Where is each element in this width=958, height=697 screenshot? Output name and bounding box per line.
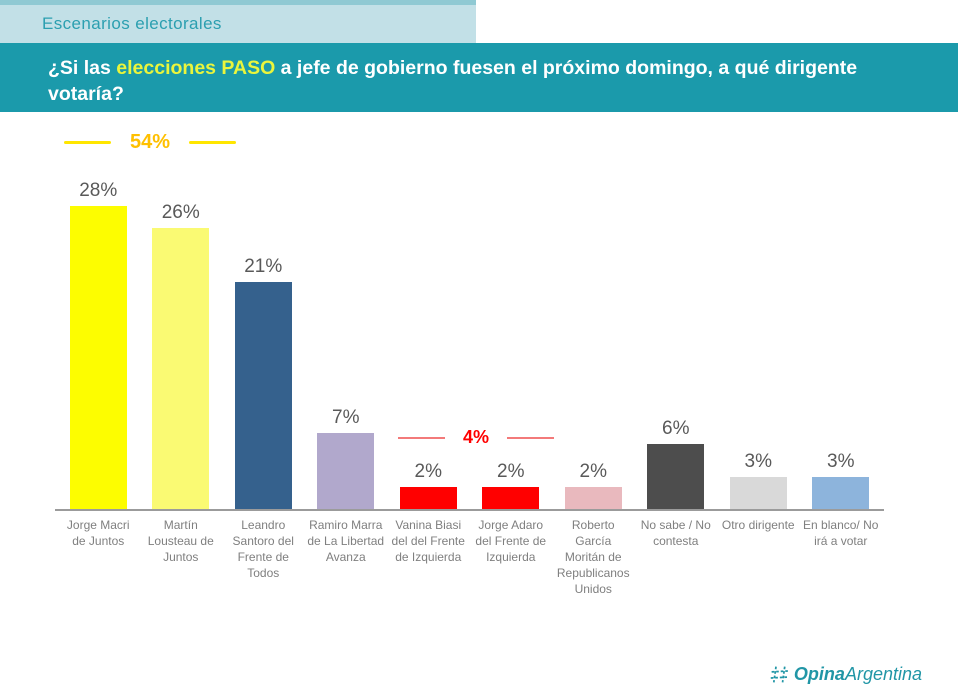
bars-row: 28% 26% 21% 7% 2% 2% 2% 6% 3% 3%	[57, 160, 882, 509]
bar	[812, 477, 870, 509]
bar-value-label: 26%	[161, 202, 200, 223]
category-label: Leandro Santoro del Frente de Todos	[232, 518, 294, 580]
bar-column: 2%	[387, 461, 470, 509]
bar	[564, 487, 622, 509]
bar-value-label: 2%	[497, 461, 525, 482]
page-title: Escenarios electorales	[42, 14, 222, 33]
annotation-54-label: 54%	[129, 131, 171, 153]
bar	[69, 206, 127, 509]
bar-column: 3%	[800, 451, 883, 509]
bar-column: 7%	[305, 407, 388, 509]
question-suffix: a jefe de gobierno fuesen el próximo dom…	[48, 57, 858, 105]
category-label: Jorge Macri de Juntos	[66, 518, 130, 548]
category-label: Roberto García Moritán de Republicanos U…	[556, 518, 630, 596]
question-banner: ¿Si las elecciones PASO a jefe de gobier…	[0, 43, 958, 112]
bar-value-label: 21%	[244, 256, 283, 277]
annotation-4-label: 4%	[462, 427, 489, 447]
bar-value-label: 3%	[744, 451, 772, 472]
category-labels-row: Jorge Macri de Juntos Martín Lousteau de …	[57, 517, 882, 597]
question-highlight: elecciones PASO	[116, 57, 276, 79]
bar	[729, 477, 787, 509]
category-label: Jorge Adaro del Frente de Izquierda	[475, 518, 547, 564]
bar-column: 28%	[57, 180, 140, 509]
logo-text-argentina: Argentina	[844, 664, 922, 684]
bar-column: 21%	[222, 256, 305, 509]
logo-text-opina: Opina	[793, 664, 845, 684]
category-label: En blanco/ No irá a votar	[803, 518, 879, 548]
header-tab: Escenarios electorales	[0, 0, 476, 43]
bar	[399, 487, 457, 509]
bar-value-label: 2%	[579, 461, 607, 482]
bar-value-label: 2%	[414, 461, 442, 482]
category-label: Vanina Biasi del del Frente de Izquierda	[391, 518, 465, 564]
category-label: Ramiro Marra de La Libertad Avanza	[307, 518, 385, 564]
bar-column: 6%	[635, 418, 718, 509]
bar-value-label: 7%	[332, 407, 360, 428]
annotation-group-4: 4%	[398, 427, 554, 448]
bar-column: 2%	[552, 461, 635, 509]
bar	[317, 433, 375, 509]
bar-value-label: 28%	[79, 180, 118, 201]
bar	[152, 228, 210, 509]
question-prefix: ¿Si las	[48, 57, 117, 79]
annotation-line-right	[189, 141, 236, 144]
category-label: No sabe / No contesta	[640, 518, 711, 548]
annotation-line-right	[506, 436, 554, 439]
category-label: Martín Lousteau de Juntos	[147, 518, 214, 564]
annotation-line-left	[64, 141, 111, 144]
hashtag-icon	[770, 666, 789, 683]
x-axis-line	[55, 509, 884, 511]
annotation-group-54: 54%	[64, 131, 236, 154]
bar	[234, 282, 292, 509]
bar-value-label: 6%	[662, 418, 690, 439]
annotation-line-left	[398, 436, 445, 439]
bar-column: 3%	[717, 451, 800, 509]
bar	[482, 487, 540, 509]
bar-column: 26%	[140, 202, 223, 509]
bar	[647, 444, 705, 509]
category-label: Otro dirigente	[721, 518, 795, 532]
opina-argentina-logo: Opina Argentina	[769, 664, 922, 685]
question-text: ¿Si las elecciones PASO a jefe de gobier…	[48, 55, 918, 107]
bar-column: 2%	[470, 461, 553, 509]
bar-value-label: 3%	[827, 451, 855, 472]
